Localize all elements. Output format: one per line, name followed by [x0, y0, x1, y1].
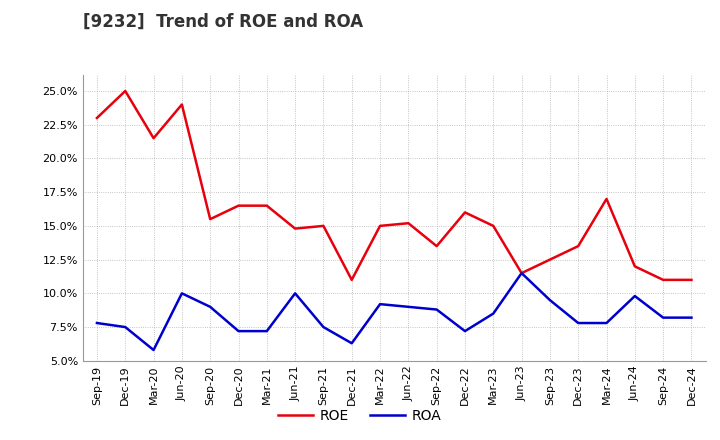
ROA [574, 320, 582, 326]
ROA [206, 304, 215, 309]
ROA [291, 291, 300, 296]
ROA [376, 301, 384, 307]
ROA [631, 293, 639, 299]
ROE [631, 264, 639, 269]
ROA [659, 315, 667, 320]
ROA [687, 315, 696, 320]
ROA [404, 304, 413, 309]
ROA [263, 329, 271, 334]
ROA [602, 320, 611, 326]
ROA [461, 329, 469, 334]
ROA [93, 320, 102, 326]
ROE [206, 216, 215, 222]
ROA [121, 324, 130, 330]
ROE [546, 257, 554, 262]
ROA [546, 297, 554, 303]
ROE [602, 196, 611, 202]
ROE [121, 88, 130, 94]
Legend: ROE, ROA: ROE, ROA [273, 403, 447, 429]
ROE [291, 226, 300, 231]
ROA [319, 324, 328, 330]
Line: ROA: ROA [97, 273, 691, 350]
ROE [404, 220, 413, 226]
ROE [517, 271, 526, 276]
ROE [234, 203, 243, 208]
ROE [574, 243, 582, 249]
Text: [9232]  Trend of ROE and ROA: [9232] Trend of ROE and ROA [83, 13, 363, 31]
ROE [687, 277, 696, 282]
ROE [659, 277, 667, 282]
ROE [319, 223, 328, 228]
ROE [348, 277, 356, 282]
Line: ROE: ROE [97, 91, 691, 280]
ROE [432, 243, 441, 249]
ROA [489, 311, 498, 316]
ROE [489, 223, 498, 228]
ROE [93, 115, 102, 121]
ROE [178, 102, 186, 107]
ROE [461, 210, 469, 215]
ROE [149, 136, 158, 141]
ROE [376, 223, 384, 228]
ROA [432, 307, 441, 312]
ROA [178, 291, 186, 296]
ROE [263, 203, 271, 208]
ROA [234, 329, 243, 334]
ROA [348, 341, 356, 346]
ROA [517, 271, 526, 276]
ROA [149, 347, 158, 352]
